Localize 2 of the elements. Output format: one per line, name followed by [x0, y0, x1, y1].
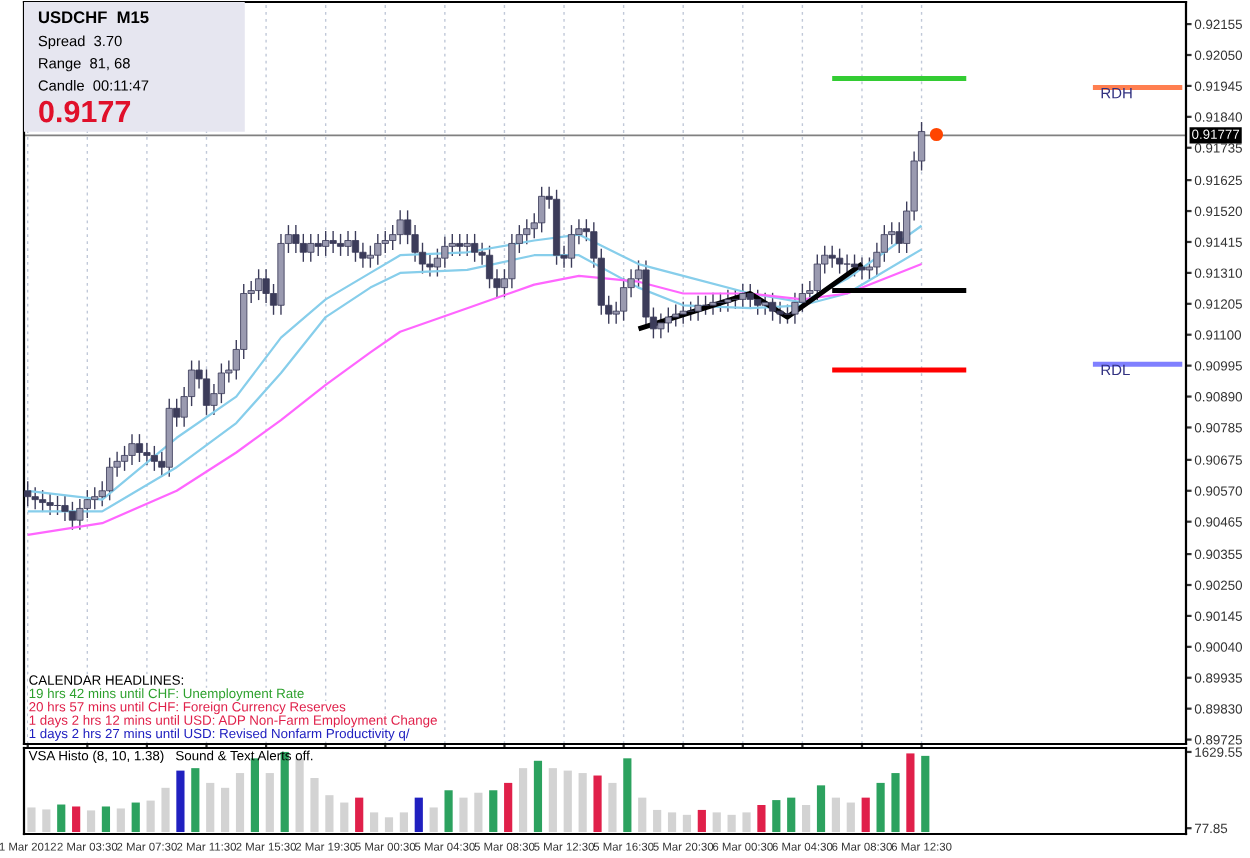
chart-title: USDCHF M15	[38, 11, 149, 24]
annotation: 0.9177	[39, 100, 131, 123]
